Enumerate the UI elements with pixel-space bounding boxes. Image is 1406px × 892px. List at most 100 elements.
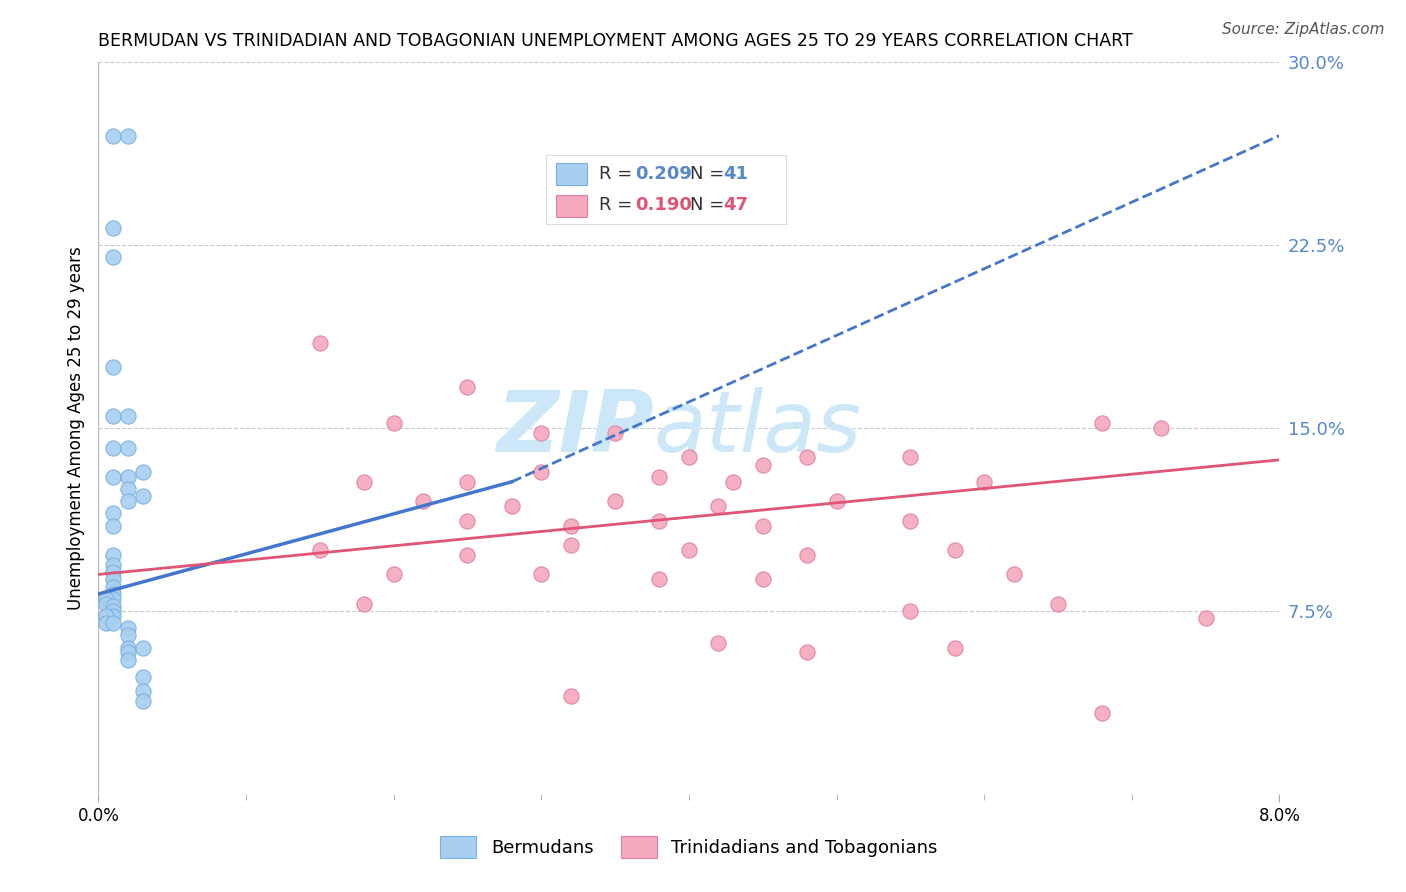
Point [973, 475, 995, 489]
Point [94, 616, 117, 631]
Point [117, 441, 139, 455]
Point [530, 425, 553, 440]
Point [1150, 421, 1173, 435]
Point [678, 450, 700, 465]
Text: 41: 41 [724, 165, 748, 183]
Bar [555, 162, 586, 185]
Point [605, 425, 627, 440]
Point [103, 587, 125, 601]
Point [1195, 611, 1218, 625]
Point [132, 670, 155, 684]
Point [501, 499, 523, 513]
Point [103, 518, 125, 533]
Point [1091, 706, 1114, 721]
Point [117, 494, 139, 508]
Bar [555, 195, 586, 217]
Point [648, 572, 671, 586]
Point [752, 518, 775, 533]
Point [943, 543, 966, 558]
Point [103, 580, 125, 594]
Point [132, 465, 155, 479]
Point [457, 475, 479, 489]
Point [1046, 597, 1070, 611]
Point [94, 591, 117, 606]
Text: N =: N = [690, 165, 730, 183]
Text: 47: 47 [724, 196, 748, 214]
Point [752, 458, 775, 472]
Point [103, 599, 125, 614]
Point [103, 409, 125, 423]
Legend: Bermudans, Trinidadians and Tobagonians: Bermudans, Trinidadians and Tobagonians [433, 829, 945, 865]
Point [117, 645, 139, 659]
Point [94, 608, 117, 623]
Point [132, 640, 155, 655]
Point [382, 417, 405, 431]
Point [457, 548, 479, 562]
Point [530, 465, 553, 479]
Point [678, 543, 700, 558]
Point [103, 360, 125, 375]
Point [117, 628, 139, 642]
Point [103, 616, 125, 631]
Point [117, 409, 139, 423]
Point [752, 572, 775, 586]
Text: N =: N = [690, 196, 730, 214]
Text: atlas: atlas [654, 386, 862, 470]
Point [103, 251, 125, 265]
Point [132, 684, 155, 698]
Point [560, 518, 582, 533]
Point [457, 380, 479, 394]
Point [117, 653, 139, 667]
Point [796, 645, 818, 659]
Point [353, 475, 375, 489]
Point [796, 450, 818, 465]
Point [648, 470, 671, 484]
Point [1002, 567, 1025, 582]
Point [723, 475, 745, 489]
Point [457, 514, 479, 528]
Point [796, 548, 818, 562]
Text: 0.190: 0.190 [636, 196, 692, 214]
Point [900, 450, 922, 465]
Point [412, 494, 434, 508]
Point [382, 567, 405, 582]
Text: R =: R = [599, 196, 638, 214]
Text: Source: ZipAtlas.com: Source: ZipAtlas.com [1222, 22, 1385, 37]
Point [117, 640, 139, 655]
Point [309, 543, 332, 558]
Point [103, 221, 125, 235]
Point [103, 128, 125, 143]
Point [103, 604, 125, 618]
Point [132, 694, 155, 708]
Text: R =: R = [599, 165, 638, 183]
Text: 0.209: 0.209 [636, 165, 692, 183]
Point [353, 597, 375, 611]
Point [605, 494, 627, 508]
Point [103, 507, 125, 521]
Text: ZIP: ZIP [496, 386, 654, 470]
Point [103, 591, 125, 606]
Text: BERMUDAN VS TRINIDADIAN AND TOBAGONIAN UNEMPLOYMENT AMONG AGES 25 TO 29 YEARS CO: BERMUDAN VS TRINIDADIAN AND TOBAGONIAN U… [98, 32, 1133, 50]
Point [825, 494, 848, 508]
Point [1091, 417, 1114, 431]
Point [707, 499, 730, 513]
Point [560, 690, 582, 704]
Point [117, 470, 139, 484]
Point [943, 640, 966, 655]
Point [560, 538, 582, 552]
Point [94, 597, 117, 611]
Point [530, 567, 553, 582]
Point [103, 548, 125, 562]
Point [103, 558, 125, 572]
Point [117, 621, 139, 635]
Point [103, 441, 125, 455]
Point [103, 565, 125, 579]
Point [103, 608, 125, 623]
Y-axis label: Unemployment Among Ages 25 to 29 years: Unemployment Among Ages 25 to 29 years [66, 246, 84, 610]
Point [117, 128, 139, 143]
Point [900, 604, 922, 618]
Point [900, 514, 922, 528]
Point [132, 490, 155, 504]
Point [103, 572, 125, 586]
Point [103, 470, 125, 484]
